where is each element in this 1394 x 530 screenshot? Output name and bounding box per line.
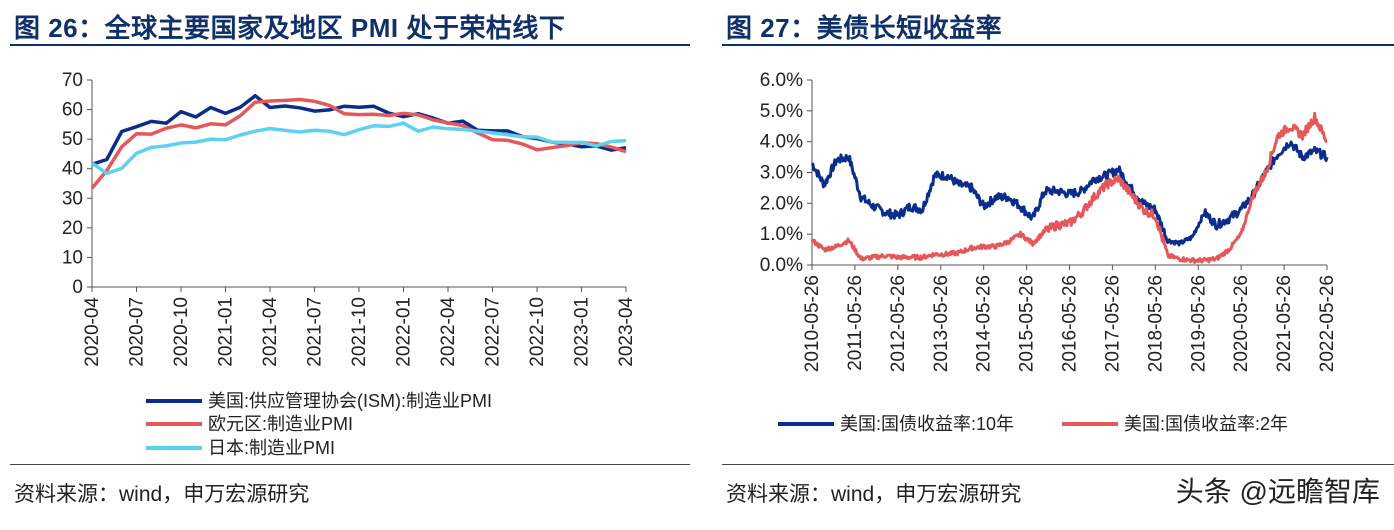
x-tick-label: 2021-01 xyxy=(216,297,237,367)
y-tick-label: 50 xyxy=(62,129,83,150)
legend-label: 日本:制造业PMI xyxy=(208,438,335,458)
y-tick-label: 0 xyxy=(72,277,83,298)
left-panel: 图 26：全球主要国家及地区 PMI 处于荣枯线下 0 10 20 30 40 50 60 7… xyxy=(0,0,690,530)
series-line-1 xyxy=(810,140,1329,247)
y-tick-label: 40 xyxy=(62,159,83,180)
legend-label: 欧元区:制造业PMI xyxy=(208,414,353,434)
legend-label: 美国:国债收益率:10年 xyxy=(840,414,1014,434)
y-tick-label: 30 xyxy=(62,188,83,209)
chart-title: 图 26：全球主要国家及地区 PMI 处于荣枯线下 xyxy=(14,13,566,43)
footer-divider xyxy=(722,464,1394,465)
x-tick-label: 2010-05-26 xyxy=(802,275,823,372)
x-tick-label: 2021-04 xyxy=(260,297,281,367)
y-tick-label: 1.0% xyxy=(760,224,803,245)
source-note: 资料来源：wind，申万宏源研究 xyxy=(726,483,1022,506)
y-tick-label: 2.0% xyxy=(760,193,803,214)
y-tick-label: 70 xyxy=(62,70,83,91)
x-tick-label: 2021-10 xyxy=(349,297,370,367)
x-tick-label: 2020-05-26 xyxy=(1231,275,1252,372)
treasury-yield-chart: 0.0% 1.0% 2.0% 3.0% 4.0% 5.0% 6.0% 2010-05-26 20… xyxy=(760,70,1338,434)
title-divider xyxy=(10,44,690,46)
x-tick-label: 2023-01 xyxy=(572,297,593,367)
source-note: 资料来源：wind，申万宏源研究 xyxy=(14,483,310,506)
y-tick-label: 60 xyxy=(62,100,83,121)
x-tick-label: 2022-04 xyxy=(438,297,459,367)
x-tick-label: 2011-05-26 xyxy=(845,275,866,371)
x-tick-label: 2021-05-26 xyxy=(1274,275,1295,372)
x-tick-label: 2020-07 xyxy=(127,297,148,367)
y-tick-label: 6.0% xyxy=(760,70,803,91)
x-tick-label: 2013-05-26 xyxy=(931,275,952,372)
x-tick-label: 2018-05-26 xyxy=(1145,275,1166,372)
x-tick-label: 2022-01 xyxy=(394,297,415,367)
x-tick-label: 2020-04 xyxy=(82,297,103,367)
series-line-2 xyxy=(90,97,627,190)
x-tick-label: 2017-05-26 xyxy=(1102,275,1123,372)
footer-divider xyxy=(10,464,690,465)
y-tick-label: 5.0% xyxy=(760,101,803,122)
legend-label: 美国:供应管理协会(ISM):制造业PMI xyxy=(208,391,492,411)
x-tick-label: 2019-05-26 xyxy=(1188,275,1209,372)
y-tick-label: 10 xyxy=(62,247,83,268)
watermark: 头条 @远瞻智库 xyxy=(1175,476,1380,507)
series-line-3 xyxy=(91,121,627,176)
y-tick-label: 0.0% xyxy=(760,255,803,276)
series-line-2 xyxy=(810,111,1328,264)
x-tick-label: 2016-05-26 xyxy=(1060,275,1081,372)
y-tick-label: 3.0% xyxy=(760,163,803,184)
x-tick-label: 2014-05-26 xyxy=(974,275,995,372)
x-tick-label: 2023-04 xyxy=(616,297,637,367)
right-panel: 图 27：美债长短收益率 0.0% 1.0% 2.0% 3.0% 4.0% 5.0% 6.0… xyxy=(712,0,1394,530)
y-tick-label: 4.0% xyxy=(760,132,803,153)
pmi-chart: 0 10 20 30 40 50 60 70 2020-04 2020-07 2020-10 2021… xyxy=(62,70,637,458)
x-tick-label: 2022-07 xyxy=(483,297,504,367)
x-tick-label: 2015-05-26 xyxy=(1017,275,1038,372)
chart-title: 图 27：美债长短收益率 xyxy=(726,13,1003,43)
x-tick-label: 2012-05-26 xyxy=(888,275,909,372)
title-divider xyxy=(722,44,1394,46)
legend-label: 美国:国债收益率:2年 xyxy=(1124,414,1288,434)
y-tick-label: 20 xyxy=(62,218,83,239)
x-tick-label: 2021-07 xyxy=(305,297,326,367)
x-tick-label: 2022-05-26 xyxy=(1317,275,1338,372)
x-tick-label: 2020-10 xyxy=(171,297,192,367)
x-tick-label: 2022-10 xyxy=(527,297,548,367)
